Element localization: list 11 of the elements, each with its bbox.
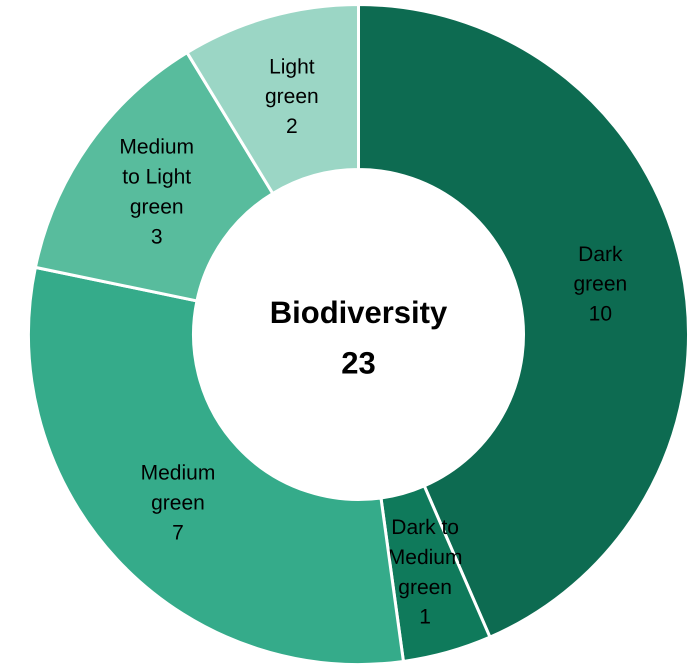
- data-label: 10: [588, 302, 612, 326]
- text: Biodiversity: [270, 295, 448, 330]
- slice-label: Medium green: [140, 462, 216, 515]
- data-label: 3: [150, 225, 163, 248]
- slice-label: Light green: [265, 55, 319, 108]
- slice-label: Medium to Light green: [119, 136, 194, 219]
- data-label: 1: [419, 606, 431, 629]
- data-label: 2: [286, 115, 298, 138]
- slice-label: Dark green: [573, 242, 628, 296]
- text: 23: [341, 346, 376, 380]
- data-label: 7: [172, 521, 184, 544]
